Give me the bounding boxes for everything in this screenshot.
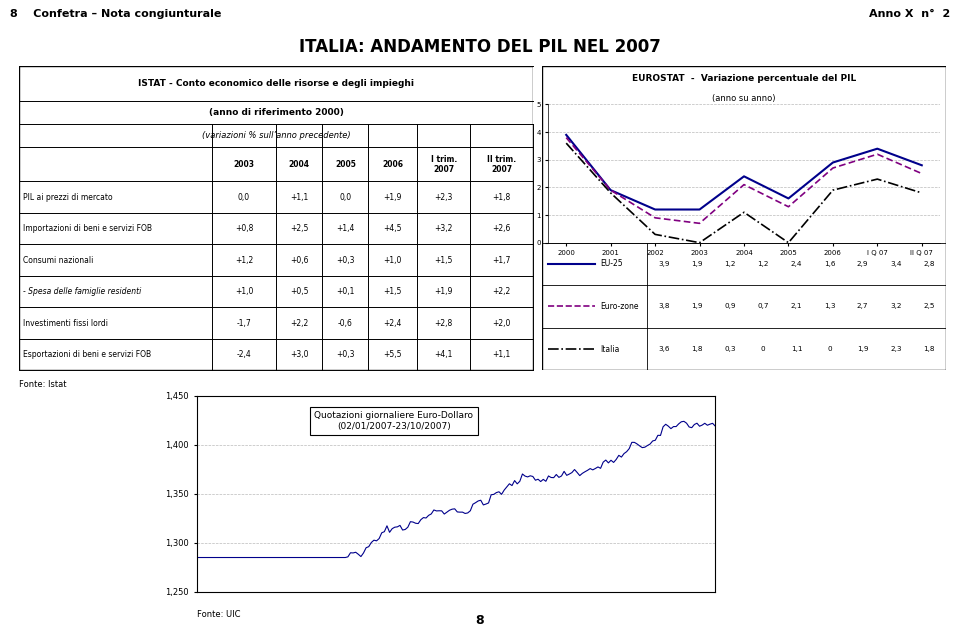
Text: +1,5: +1,5 (435, 256, 453, 265)
Text: 8    Confetra – Nota congiunturale: 8 Confetra – Nota congiunturale (10, 9, 221, 19)
Text: +1,2: +1,2 (235, 256, 253, 265)
Text: Quotazioni giornaliere Euro-Dollaro
(02/01/2007-23/10/2007): Quotazioni giornaliere Euro-Dollaro (02/… (314, 411, 473, 430)
Text: 2003: 2003 (233, 160, 254, 169)
Text: Importazioni di beni e servizi FOB: Importazioni di beni e servizi FOB (23, 224, 153, 233)
Text: EUROSTAT  -  Variazione percentuale del PIL: EUROSTAT - Variazione percentuale del PI… (632, 74, 856, 83)
Text: 1,2: 1,2 (757, 261, 769, 267)
Text: 2,8: 2,8 (924, 261, 935, 267)
Text: 0: 0 (761, 346, 765, 352)
Text: ISTAT - Conto economico delle risorse e degli impieghi: ISTAT - Conto economico delle risorse e … (138, 79, 414, 88)
Text: PIL ai prezzi di mercato: PIL ai prezzi di mercato (23, 192, 113, 202)
Text: +1,8: +1,8 (492, 192, 511, 202)
Text: I trim.
2007: I trim. 2007 (431, 154, 457, 174)
Text: +4,1: +4,1 (435, 350, 453, 359)
Text: +1,5: +1,5 (384, 287, 402, 296)
Text: Esportazioni di beni e servizi FOB: Esportazioni di beni e servizi FOB (23, 350, 152, 359)
Text: +1,1: +1,1 (492, 350, 511, 359)
Text: +1,0: +1,0 (234, 287, 253, 296)
Text: +0,8: +0,8 (234, 224, 253, 233)
Text: +2,2: +2,2 (492, 287, 511, 296)
Text: +2,4: +2,4 (384, 318, 402, 327)
Text: 1,6: 1,6 (824, 261, 835, 267)
Text: +0,5: +0,5 (290, 287, 308, 296)
Text: Consumi nazionali: Consumi nazionali (23, 256, 94, 265)
Text: +1,9: +1,9 (384, 192, 402, 202)
Text: +4,5: +4,5 (384, 224, 402, 233)
Text: 3,9: 3,9 (658, 261, 669, 267)
Text: Investimenti fissi lordi: Investimenti fissi lordi (23, 318, 108, 327)
Text: +2,6: +2,6 (492, 224, 511, 233)
Text: 0,7: 0,7 (757, 303, 769, 310)
Text: 1,9: 1,9 (691, 261, 703, 267)
Text: -1,7: -1,7 (236, 318, 252, 327)
Text: +1,0: +1,0 (384, 256, 402, 265)
Text: ITALIA: ANDAMENTO DEL PIL NEL 2007: ITALIA: ANDAMENTO DEL PIL NEL 2007 (300, 39, 660, 56)
Text: (anno di riferimento 2000): (anno di riferimento 2000) (208, 108, 344, 116)
Text: -0,6: -0,6 (338, 318, 352, 327)
Text: 3,6: 3,6 (658, 346, 669, 352)
Text: +0,3: +0,3 (336, 350, 354, 359)
Text: +2,2: +2,2 (290, 318, 308, 327)
Text: +0,3: +0,3 (336, 256, 354, 265)
Text: EU-25: EU-25 (600, 260, 623, 268)
Text: 3,2: 3,2 (890, 303, 901, 310)
Text: Italia: Italia (600, 344, 619, 354)
Text: 2004: 2004 (289, 160, 310, 169)
Text: +2,0: +2,0 (492, 318, 511, 327)
Text: +5,5: +5,5 (384, 350, 402, 359)
Text: 3,8: 3,8 (658, 303, 669, 310)
Text: +0,1: +0,1 (336, 287, 354, 296)
Text: 0,3: 0,3 (725, 346, 736, 352)
Text: 1,9: 1,9 (857, 346, 869, 352)
Text: +1,7: +1,7 (492, 256, 511, 265)
Text: 1,9: 1,9 (691, 303, 703, 310)
Text: +2,8: +2,8 (435, 318, 453, 327)
Text: (variazioni % sull’anno precedente): (variazioni % sull’anno precedente) (202, 131, 350, 140)
Text: +0,6: +0,6 (290, 256, 308, 265)
Text: +1,9: +1,9 (435, 287, 453, 296)
Text: Fonte: Istat: Fonte: Istat (19, 380, 66, 389)
Text: +2,3: +2,3 (435, 192, 453, 202)
Text: 1,1: 1,1 (791, 346, 803, 352)
Text: - Spesa delle famiglie residenti: - Spesa delle famiglie residenti (23, 287, 141, 296)
FancyBboxPatch shape (19, 66, 533, 370)
Text: 3,4: 3,4 (890, 261, 901, 267)
Text: Euro-zone: Euro-zone (600, 302, 638, 311)
Text: 0,9: 0,9 (725, 303, 736, 310)
Text: 2,9: 2,9 (857, 261, 869, 267)
Text: +3,2: +3,2 (435, 224, 453, 233)
Text: 2,4: 2,4 (791, 261, 803, 267)
Text: 1,3: 1,3 (824, 303, 835, 310)
Text: +1,4: +1,4 (336, 224, 354, 233)
Text: 1,8: 1,8 (691, 346, 703, 352)
Text: (anno su anno): (anno su anno) (712, 94, 776, 103)
Text: 0: 0 (828, 346, 832, 352)
Text: 1,2: 1,2 (725, 261, 736, 267)
Text: +2,5: +2,5 (290, 224, 308, 233)
Text: Anno X  n°  2: Anno X n° 2 (869, 9, 950, 19)
Text: 0,0: 0,0 (339, 192, 351, 202)
Text: 2,7: 2,7 (857, 303, 869, 310)
Text: +3,0: +3,0 (290, 350, 308, 359)
Text: Fonte: UIC: Fonte: UIC (197, 610, 240, 618)
Text: 2,1: 2,1 (791, 303, 803, 310)
Text: 2,3: 2,3 (890, 346, 901, 352)
Text: +1,1: +1,1 (290, 192, 308, 202)
Text: -2,4: -2,4 (236, 350, 252, 359)
Text: II trim.
2007: II trim. 2007 (487, 154, 516, 174)
Text: 2005: 2005 (335, 160, 356, 169)
Text: 1,8: 1,8 (924, 346, 935, 352)
Text: 8: 8 (476, 614, 484, 627)
FancyBboxPatch shape (542, 66, 946, 370)
Text: 2,5: 2,5 (924, 303, 935, 310)
Text: 0,0: 0,0 (238, 192, 250, 202)
Text: 2006: 2006 (382, 160, 403, 169)
